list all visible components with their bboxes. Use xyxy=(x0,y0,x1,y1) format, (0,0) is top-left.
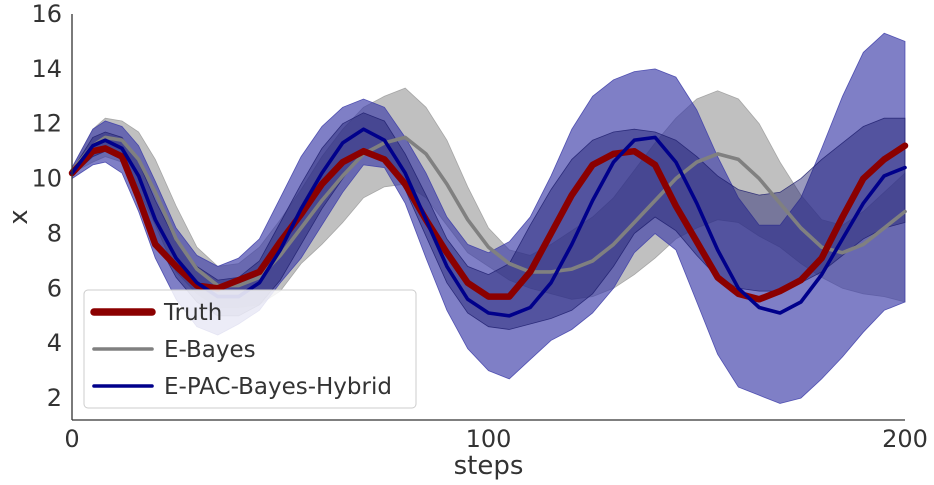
series-line-1 xyxy=(68,142,909,303)
legend-label: Truth xyxy=(163,300,222,326)
y-tick-label: 2 xyxy=(47,384,62,412)
y-tick-label: 16 xyxy=(31,0,62,28)
y-tick-label: 14 xyxy=(31,55,62,83)
legend-box xyxy=(83,289,417,409)
y-tick-label: 4 xyxy=(47,329,62,357)
axes xyxy=(71,14,905,421)
legend-label: E-PAC-Bayes-Hybrid xyxy=(164,374,392,400)
series-lines xyxy=(68,127,909,318)
band-3 xyxy=(71,112,906,330)
x-tick-labels: 0 100 200 xyxy=(64,425,928,453)
x-tick-label: 0 xyxy=(64,425,79,453)
x-tick-label: 200 xyxy=(882,425,928,453)
y-tick-label: 12 xyxy=(31,110,62,138)
x-axis-label: steps xyxy=(454,451,524,481)
x-tick-label: 100 xyxy=(466,425,512,453)
y-tick-label: 10 xyxy=(31,165,62,193)
series-line-3 xyxy=(70,127,907,318)
band-2 xyxy=(71,32,906,404)
legend-label: E-Bayes xyxy=(164,337,256,363)
y-tick-label: 8 xyxy=(47,219,62,247)
legend: Truth E-Bayes E-PAC-Bayes-Hybrid xyxy=(83,289,417,409)
series-line-2 xyxy=(70,135,907,288)
y-tick-labels: 2 4 6 8 10 12 14 16 xyxy=(31,0,62,412)
y-tick-label: 6 xyxy=(47,274,62,302)
y-axis-label: x xyxy=(4,209,34,224)
